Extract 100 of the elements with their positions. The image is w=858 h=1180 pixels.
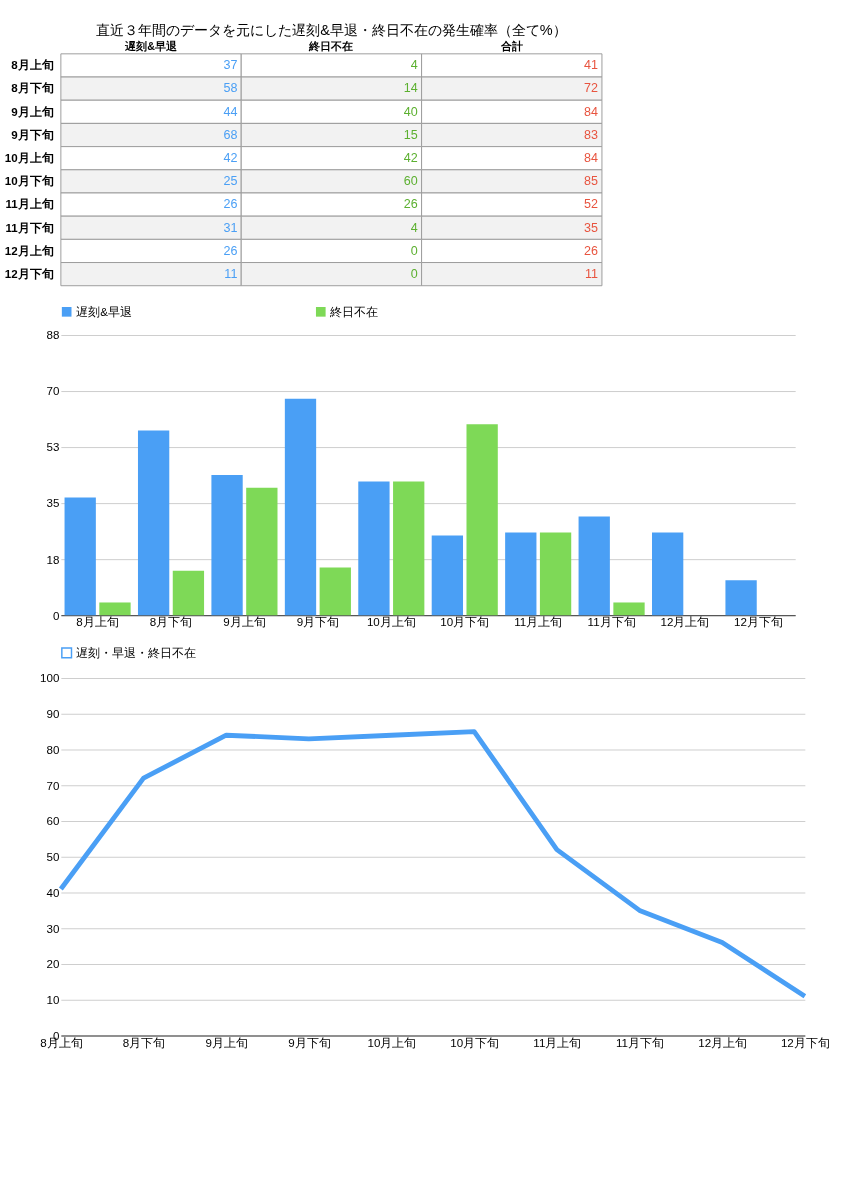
data-label: 0 <box>410 243 418 258</box>
y-tick-label: 90 <box>46 708 60 721</box>
y-tick-label: 11月下旬 <box>5 221 54 234</box>
y-tick-label: 9月上旬 <box>11 104 54 118</box>
data-label: 84 <box>584 104 599 119</box>
x-tick-label: 10月下旬 <box>440 616 490 629</box>
bar <box>431 535 464 616</box>
bar <box>137 430 170 616</box>
data-label: 35 <box>584 220 599 235</box>
y-tick-label: 12月下旬 <box>4 268 54 280</box>
y-tick-label: 35 <box>46 497 60 510</box>
bar <box>319 567 351 616</box>
bar <box>539 532 572 616</box>
data-label: 42 <box>223 151 238 166</box>
y-tick-label: 70 <box>46 385 60 398</box>
data-label: 72 <box>584 81 599 96</box>
chart-title: 直近３年間のデータを元にした遅刻&早退・終日不在の発生確率（全て%） <box>96 21 567 38</box>
bar <box>99 602 131 616</box>
data-label: 85 <box>584 174 599 189</box>
data-label: 83 <box>584 127 599 142</box>
y-tick-label: 8月上旬 <box>11 58 54 72</box>
bar <box>466 424 498 616</box>
x-tick-label: 9月下旬 <box>296 616 340 629</box>
x-tick-label: 10月下旬 <box>450 1036 500 1049</box>
y-tick-label: 53 <box>46 441 60 454</box>
y-tick-label: 12月上旬 <box>4 243 54 257</box>
data-label: 52 <box>584 197 599 212</box>
bar <box>652 532 684 616</box>
data-label: 42 <box>403 151 418 166</box>
y-tick-label: 10 <box>46 994 60 1007</box>
x-tick-label: 11月上旬 <box>514 616 563 629</box>
y-tick-label: 100 <box>40 672 60 685</box>
bar <box>505 532 537 616</box>
x-tick-label: 9月上旬 <box>223 616 266 629</box>
bar <box>246 487 278 616</box>
data-label: 84 <box>584 151 599 166</box>
legend-label: 遅刻・早退・終日不在 <box>76 645 197 659</box>
x-tick-label: 8月下旬 <box>122 1036 166 1049</box>
y-tick-label: 70 <box>46 779 60 792</box>
bar <box>64 497 96 616</box>
x-tick-label: 8月上旬 <box>76 616 119 629</box>
legend-label: 終日不在 <box>329 305 379 318</box>
data-label: 37 <box>223 58 238 73</box>
y-tick-label: 50 <box>46 851 60 864</box>
y-tick-label: 18 <box>46 553 60 566</box>
y-tick-label: 10月下旬 <box>4 175 54 188</box>
y-tick-label: 80 <box>46 743 60 756</box>
data-label: 4 <box>410 58 418 73</box>
data-label: 44 <box>223 104 238 119</box>
x-tick-label: 11月下旬 <box>587 616 636 629</box>
data-label: 14 <box>403 81 418 96</box>
data-label: 26 <box>403 197 418 212</box>
data-label: 0 <box>410 267 418 281</box>
data-label: 11 <box>585 267 599 281</box>
y-tick-label: 8月下旬 <box>11 82 54 95</box>
data-label: 60 <box>403 174 418 189</box>
data-label: 26 <box>584 243 599 258</box>
x-tick-label: 9月下旬 <box>288 1036 331 1049</box>
bar <box>172 570 205 616</box>
data-label: 26 <box>223 197 238 212</box>
bar <box>725 580 757 616</box>
y-tick-label: 88 <box>46 329 60 342</box>
y-tick-label: 11月上旬 <box>5 197 54 211</box>
data-label: 68 <box>223 127 238 142</box>
y-tick-label: 40 <box>46 886 60 899</box>
bar <box>578 516 610 616</box>
x-tick-label: 10月上旬 <box>367 1036 417 1049</box>
x-tick-label: 9月上旬 <box>205 1036 248 1049</box>
legend-label: 遅刻&早退 <box>76 304 133 318</box>
data-label: 40 <box>403 104 418 119</box>
bar <box>284 398 317 616</box>
data-label: 26 <box>223 243 238 258</box>
y-tick-label: 60 <box>46 815 60 828</box>
y-tick-label: 30 <box>46 922 60 935</box>
line-series <box>58 729 808 999</box>
data-label: 41 <box>584 58 599 73</box>
x-tick-label: 合計 <box>499 40 523 53</box>
x-tick-label: 10月上旬 <box>366 616 416 629</box>
data-label: 31 <box>223 220 238 235</box>
bar <box>393 481 425 616</box>
bar <box>211 475 243 616</box>
bar <box>358 481 390 616</box>
x-tick-label: 遅刻&早退 <box>124 40 178 53</box>
x-tick-label: 11月上旬 <box>533 1036 582 1049</box>
x-tick-label: 12月上旬 <box>660 616 710 629</box>
x-tick-label: 12月上旬 <box>698 1036 748 1049</box>
x-tick-label: 12月下旬 <box>780 1036 830 1049</box>
data-label: 11 <box>224 267 238 281</box>
data-label: 58 <box>223 81 238 96</box>
y-tick-label: 20 <box>46 958 60 971</box>
y-tick-label: 10月上旬 <box>4 151 54 165</box>
x-tick-label: 11月下旬 <box>616 1036 665 1049</box>
x-tick-label: 8月下旬 <box>149 616 193 629</box>
y-tick-label: 9月下旬 <box>11 128 54 141</box>
y-tick-label: 0 <box>52 609 60 622</box>
data-label: 4 <box>410 220 418 235</box>
x-tick-label: 12月下旬 <box>734 616 783 629</box>
data-label: 15 <box>403 127 418 142</box>
bar <box>613 602 645 616</box>
data-label: 25 <box>223 174 238 189</box>
